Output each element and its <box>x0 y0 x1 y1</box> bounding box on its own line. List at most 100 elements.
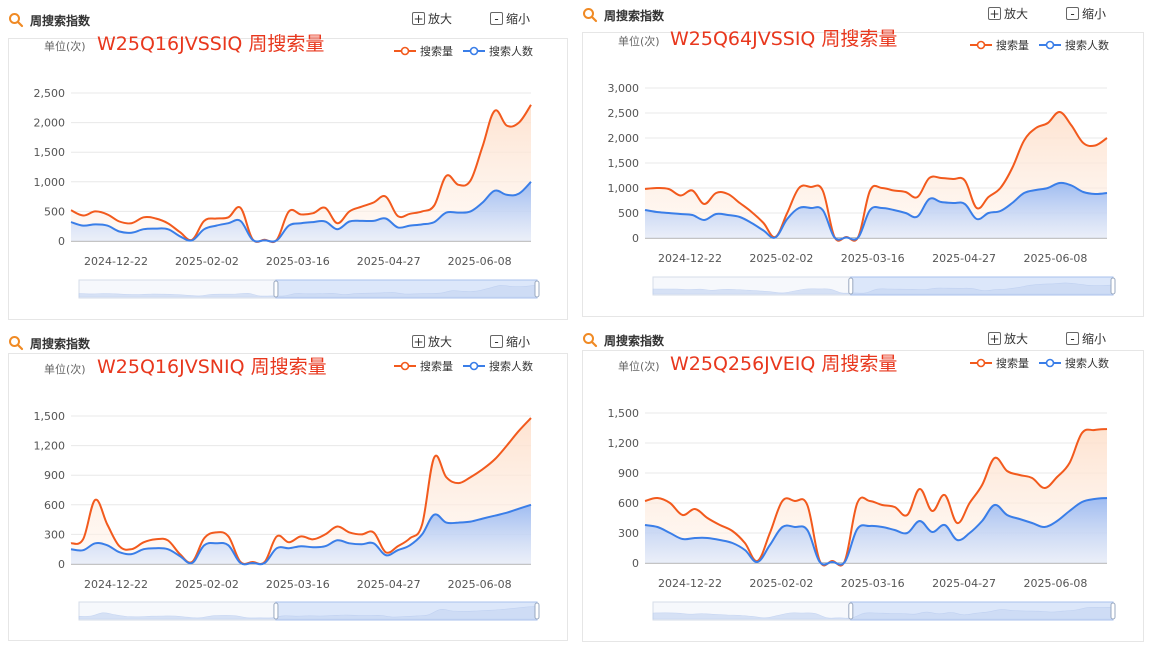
x-tick-label: 2025-04-27 <box>932 577 996 590</box>
zoom-in-button[interactable]: + 放大 <box>988 330 1028 347</box>
chart-card: 搜索量 搜索人数 单位(次) W25Q16JVSSIQ 周搜索量 0 500 1,000 1,… <box>8 33 568 320</box>
legend-volume-label: 搜索量 <box>420 360 453 373</box>
x-tick-label: 2024-12-22 <box>658 252 722 265</box>
unit-label: 单位(次) <box>44 40 86 53</box>
y-tick-label: 1,200 <box>34 440 66 453</box>
zoom-out-button[interactable]: - 缩小 <box>1066 330 1106 347</box>
panel-1: 周搜索指数 + 放大 - 缩小 搜索量 搜索人数 单位(次) W25Q16JVSSIQ 周搜索量… <box>8 10 568 320</box>
y-tick-label: 1,500 <box>34 410 66 423</box>
datazoom-handle-left[interactable] <box>273 602 279 620</box>
x-tick-label: 2024-12-22 <box>84 255 148 268</box>
x-tick-label: 2024-12-22 <box>84 578 148 591</box>
zoom-out-button[interactable]: - 缩小 <box>1066 5 1106 22</box>
search-icon <box>583 8 598 23</box>
x-tick-label: 2025-03-16 <box>266 578 330 591</box>
unit-label: 单位(次) <box>618 360 660 373</box>
series-people-line <box>644 497 1108 566</box>
series-people-line <box>644 181 1108 241</box>
legend-people-label: 搜索人数 <box>1065 39 1109 52</box>
legend-people[interactable]: 搜索人数 <box>463 43 533 59</box>
series-people-area <box>71 181 531 242</box>
chart-card: 搜索量 搜索人数 单位(次) W25Q256JVEIQ 周搜索量 0 300 600 900 1… <box>582 350 1144 642</box>
x-tick-label: 2025-02-02 <box>749 577 813 590</box>
zoom-out-button[interactable]: - 缩小 <box>490 10 530 27</box>
datazoom-handle-left[interactable] <box>273 280 279 298</box>
legend-volume-marker <box>394 46 416 56</box>
zoom-in-button[interactable]: + 放大 <box>988 5 1028 22</box>
unit-label: 单位(次) <box>618 35 660 48</box>
y-tick-label: 500 <box>618 207 639 220</box>
zoom-in-button[interactable]: + 放大 <box>412 10 452 27</box>
datazoom-preview <box>78 605 538 620</box>
x-tick-label: 2025-03-16 <box>841 252 905 265</box>
y-tick-label: 600 <box>618 497 639 510</box>
legend-people-marker <box>463 46 485 56</box>
series-people-line <box>70 181 532 243</box>
legend-volume-marker <box>394 361 416 371</box>
search-icon <box>583 333 598 348</box>
legend-people[interactable]: 搜索人数 <box>463 358 533 374</box>
chart-title: W25Q16JVSSIQ 周搜索量 <box>97 33 325 55</box>
panel-header: 周搜索指数 + 放大 - 缩小 <box>8 10 568 32</box>
plus-icon: + <box>988 332 1001 346</box>
zoom-out-label: 缩小 <box>506 335 531 349</box>
chart-card: 搜索量 搜索人数 单位(次) W25Q16JVSNIQ 周搜索量 0 300 600 900 1… <box>8 353 568 641</box>
legend-people-marker <box>1039 40 1061 50</box>
x-tick-label: 2025-06-08 <box>448 255 512 268</box>
datazoom-handle-right[interactable] <box>534 602 540 620</box>
series-people-area <box>71 504 531 565</box>
x-tick-label: 2025-02-02 <box>749 252 813 265</box>
y-tick-label: 900 <box>44 469 65 482</box>
legend-volume[interactable]: 搜索量 <box>970 355 1029 371</box>
datazoom-preview <box>652 282 1114 295</box>
datazoom-preview <box>78 284 538 298</box>
legend-volume[interactable]: 搜索量 <box>970 37 1029 53</box>
legend-people-label: 搜索人数 <box>489 45 533 58</box>
x-tick-label: 2024-12-22 <box>658 577 722 590</box>
minus-icon: - <box>490 335 503 348</box>
series-volume-area <box>645 111 1107 241</box>
datazoom-handle-right[interactable] <box>534 280 540 298</box>
legend-volume[interactable]: 搜索量 <box>394 43 453 59</box>
legend-volume[interactable]: 搜索量 <box>394 358 453 374</box>
zoom-out-button[interactable]: - 缩小 <box>490 333 530 350</box>
plus-icon: + <box>412 335 425 349</box>
series-people-area <box>645 498 1107 565</box>
y-tick-label: 2,500 <box>608 107 640 120</box>
legend-people-label: 搜索人数 <box>1065 357 1109 370</box>
legend-volume-label: 搜索量 <box>420 45 453 58</box>
series-volume-line <box>70 104 532 244</box>
y-tick-label: 0 <box>632 557 639 570</box>
datazoom-handle-right[interactable] <box>1110 602 1116 620</box>
datazoom-handle-left[interactable] <box>848 277 854 295</box>
y-tick-label: 0 <box>58 235 65 248</box>
legend-volume-label: 搜索量 <box>996 357 1029 370</box>
legend-volume-label: 搜索量 <box>996 39 1029 52</box>
legend-people[interactable]: 搜索人数 <box>1039 37 1109 53</box>
datazoom-handle-left[interactable] <box>848 602 854 620</box>
x-tick-label: 2025-06-08 <box>1023 252 1087 265</box>
zoom-in-label: 放大 <box>1004 332 1029 346</box>
x-tick-label: 2025-06-08 <box>448 578 512 591</box>
plus-icon: + <box>412 12 425 26</box>
y-tick-label: 600 <box>44 499 65 512</box>
x-tick-label: 2025-04-27 <box>357 578 421 591</box>
zoom-in-label: 放大 <box>428 12 453 26</box>
chart-title: W25Q16JVSNIQ 周搜索量 <box>97 356 327 378</box>
y-tick-label: 1,000 <box>34 176 66 189</box>
legend-people[interactable]: 搜索人数 <box>1039 355 1109 371</box>
minus-icon: - <box>1066 332 1079 345</box>
series-people-line <box>70 503 532 566</box>
x-tick-label: 2025-06-08 <box>1023 577 1087 590</box>
x-tick-label: 2025-02-02 <box>175 255 239 268</box>
panel-title: 周搜索指数 <box>604 334 665 348</box>
y-tick-label: 900 <box>618 467 639 480</box>
chart-legend: 搜索量 搜索人数 <box>384 358 533 374</box>
datazoom-handle-right[interactable] <box>1110 277 1116 295</box>
chart-plot: 0 500 1,000 1,500 2,000 2,500 3,000 2024-12-22 2… <box>608 82 1116 296</box>
chart-plot: 0 300 600 900 1,200 1,500 2024-12-22 2025-02-02… <box>34 410 540 621</box>
y-tick-label: 1,500 <box>608 157 640 170</box>
zoom-in-button[interactable]: + 放大 <box>412 333 452 350</box>
y-tick-label: 0 <box>58 558 65 571</box>
panel-title: 周搜索指数 <box>30 337 91 351</box>
